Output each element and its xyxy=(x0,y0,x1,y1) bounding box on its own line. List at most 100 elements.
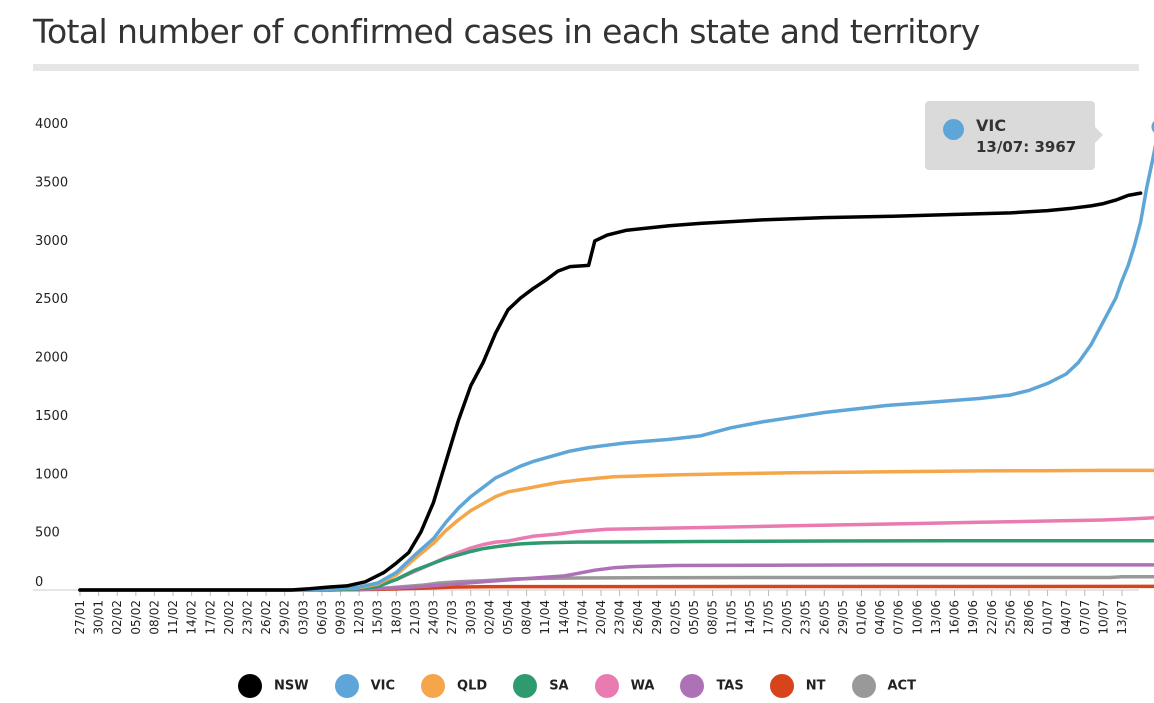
x-tick-label: 30/03 xyxy=(464,600,478,635)
x-tick-label: 29/04 xyxy=(650,600,664,635)
series-line-nsw xyxy=(78,191,1143,592)
x-tick-label: 10/06 xyxy=(910,600,924,635)
y-tick-label: 2500 xyxy=(35,292,68,307)
x-tick-label: 04/07 xyxy=(1059,600,1073,635)
y-tick-label: 3500 xyxy=(35,175,68,190)
x-tick-label: 29/05 xyxy=(836,600,850,635)
x-tick-label: 21/03 xyxy=(408,600,422,635)
x-tick-label: 19/06 xyxy=(966,600,980,635)
x-tick-label: 08/04 xyxy=(520,600,534,635)
legend-label: WA xyxy=(630,678,655,694)
line-chart: 0 500 1000 1500 2000 2500 3000 3500 4000 27/01 30/… xyxy=(33,117,1154,635)
x-tick-label: 20/05 xyxy=(780,600,794,635)
x-tick-label: 26/02 xyxy=(259,600,273,635)
legend-swatch xyxy=(513,674,538,698)
x-tick-label: 20/02 xyxy=(222,600,236,635)
y-tick-label: 2000 xyxy=(35,351,68,366)
legend-swatch xyxy=(334,674,359,698)
legend-item-tas[interactable]: TAS xyxy=(680,674,744,698)
tooltip-series-name: VIC xyxy=(976,116,1007,135)
x-tick-label: 26/04 xyxy=(631,600,645,635)
x-tick-label: 29/02 xyxy=(278,600,292,635)
legend-item-vic[interactable]: VIC xyxy=(334,674,396,698)
x-tick-label: 11/02 xyxy=(166,600,180,635)
series-line-vic xyxy=(78,144,1154,592)
legend-label: NT xyxy=(805,678,826,694)
y-tick-label: 1000 xyxy=(35,467,68,482)
x-tick-label: 01/07 xyxy=(1041,600,1055,635)
x-tick-label: 10/07 xyxy=(1096,600,1110,635)
legend-label: ACT xyxy=(887,678,916,694)
x-tick-label: 15/03 xyxy=(371,600,385,635)
x-tick-label: 07/06 xyxy=(892,600,906,635)
chart-title: Total number of confirmed cases in each … xyxy=(33,12,980,51)
y-tick-label: 500 xyxy=(35,526,60,541)
x-tick-label: 14/02 xyxy=(185,600,199,635)
legend-label: QLD xyxy=(457,678,488,694)
x-tick-label: 11/04 xyxy=(538,600,552,635)
y-tick-label: 1500 xyxy=(35,409,68,424)
x-tick-label: 05/05 xyxy=(687,600,701,635)
legend-swatch xyxy=(769,674,794,698)
x-tick-label: 23/05 xyxy=(799,600,813,635)
x-tick-label: 30/01 xyxy=(92,600,106,635)
legend-label: NSW xyxy=(274,678,309,694)
legend-item-sa[interactable]: SA xyxy=(513,674,569,698)
x-tick-label: 11/05 xyxy=(724,600,738,635)
legend-label: VIC xyxy=(370,678,396,694)
x-tick-label: 26/05 xyxy=(817,600,831,635)
legend-swatch xyxy=(421,674,446,698)
x-tick-label: 23/02 xyxy=(240,600,254,635)
x-tick-label: 25/06 xyxy=(1003,600,1017,635)
series-line-qld xyxy=(78,468,1154,592)
y-tick-label: 0 xyxy=(35,575,43,590)
x-tick-label: 01/06 xyxy=(855,600,869,635)
chart-tooltip: VIC 13/07: 3967 xyxy=(925,101,1095,170)
legend-label: SA xyxy=(549,678,569,694)
legend-item-nsw[interactable]: NSW xyxy=(238,674,309,698)
x-tick-label: 14/04 xyxy=(557,600,571,635)
x-tick-label: 09/03 xyxy=(334,600,348,635)
tooltip-pointer xyxy=(1095,127,1103,143)
x-tick-label: 04/06 xyxy=(873,600,887,635)
y-tick-label: 4000 xyxy=(35,117,68,132)
x-tick-label: 12/03 xyxy=(352,600,366,635)
legend-item-qld[interactable]: QLD xyxy=(421,674,487,698)
series-line-tas xyxy=(78,563,1154,592)
x-tick-label: 05/02 xyxy=(129,600,143,635)
tooltip-value-label: 13/07: 3967 xyxy=(976,138,1077,156)
legend-item-act[interactable]: ACT xyxy=(851,674,916,698)
x-tick-label: 18/03 xyxy=(389,600,403,635)
x-tick-label: 27/03 xyxy=(445,600,459,635)
legend-swatch xyxy=(238,674,262,698)
chart-legend: NSW VIC QLD SA WA TAS NT ACT xyxy=(0,674,1154,698)
x-tick-label: 17/05 xyxy=(761,600,775,635)
x-tick-label: 22/06 xyxy=(985,600,999,635)
x-tick-label: 03/03 xyxy=(296,600,310,635)
x-tick-label: 07/07 xyxy=(1078,600,1092,635)
x-tick-label: 16/06 xyxy=(948,600,962,635)
x-tick-label: 02/05 xyxy=(668,600,682,635)
x-tick-label: 17/04 xyxy=(575,600,589,635)
x-tick-label: 06/03 xyxy=(315,600,329,635)
x-tick-label: 27/01 xyxy=(73,600,87,635)
x-tick-label: 02/02 xyxy=(110,600,124,635)
y-tick-label: 3000 xyxy=(35,234,68,249)
tooltip-series-dot xyxy=(943,119,964,140)
x-tick-label: 14/05 xyxy=(743,600,757,635)
x-tick-label: 20/04 xyxy=(594,600,608,635)
x-tick-label: 23/04 xyxy=(613,600,627,635)
legend-swatch xyxy=(594,674,619,698)
x-tick-label: 13/06 xyxy=(929,600,943,635)
title-divider xyxy=(33,64,1139,71)
x-tick-label: 17/02 xyxy=(203,600,217,635)
x-tick-label: 13/07 xyxy=(1115,600,1129,635)
legend-item-wa[interactable]: WA xyxy=(594,674,655,698)
x-tick-label: 28/06 xyxy=(1022,600,1036,635)
legend-swatch xyxy=(680,674,705,698)
series-line-sa xyxy=(78,538,1154,592)
x-tick-label: 05/04 xyxy=(501,600,515,635)
legend-label: TAS xyxy=(716,678,744,694)
legend-swatch xyxy=(851,674,876,698)
legend-item-nt[interactable]: NT xyxy=(769,674,826,698)
